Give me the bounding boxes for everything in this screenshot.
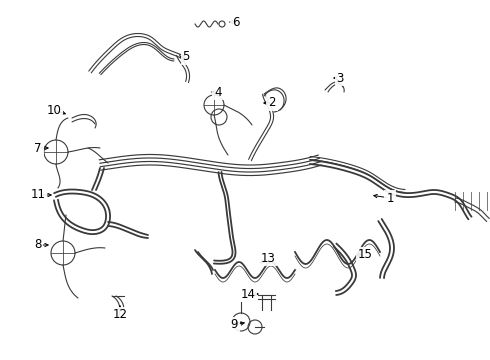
- Text: 9: 9: [230, 319, 238, 332]
- Text: 12: 12: [113, 309, 127, 321]
- Text: 13: 13: [261, 252, 275, 265]
- Text: 8: 8: [34, 238, 42, 252]
- Text: 3: 3: [336, 72, 343, 85]
- Text: 2: 2: [268, 96, 276, 109]
- Text: 15: 15: [358, 248, 372, 261]
- Text: 11: 11: [30, 189, 46, 202]
- Text: 5: 5: [182, 50, 190, 63]
- Text: 4: 4: [214, 85, 222, 99]
- Text: 14: 14: [241, 288, 255, 301]
- Text: 6: 6: [232, 15, 240, 28]
- Text: 7: 7: [34, 141, 42, 154]
- Text: 10: 10: [47, 104, 61, 117]
- Text: 1: 1: [386, 192, 394, 204]
